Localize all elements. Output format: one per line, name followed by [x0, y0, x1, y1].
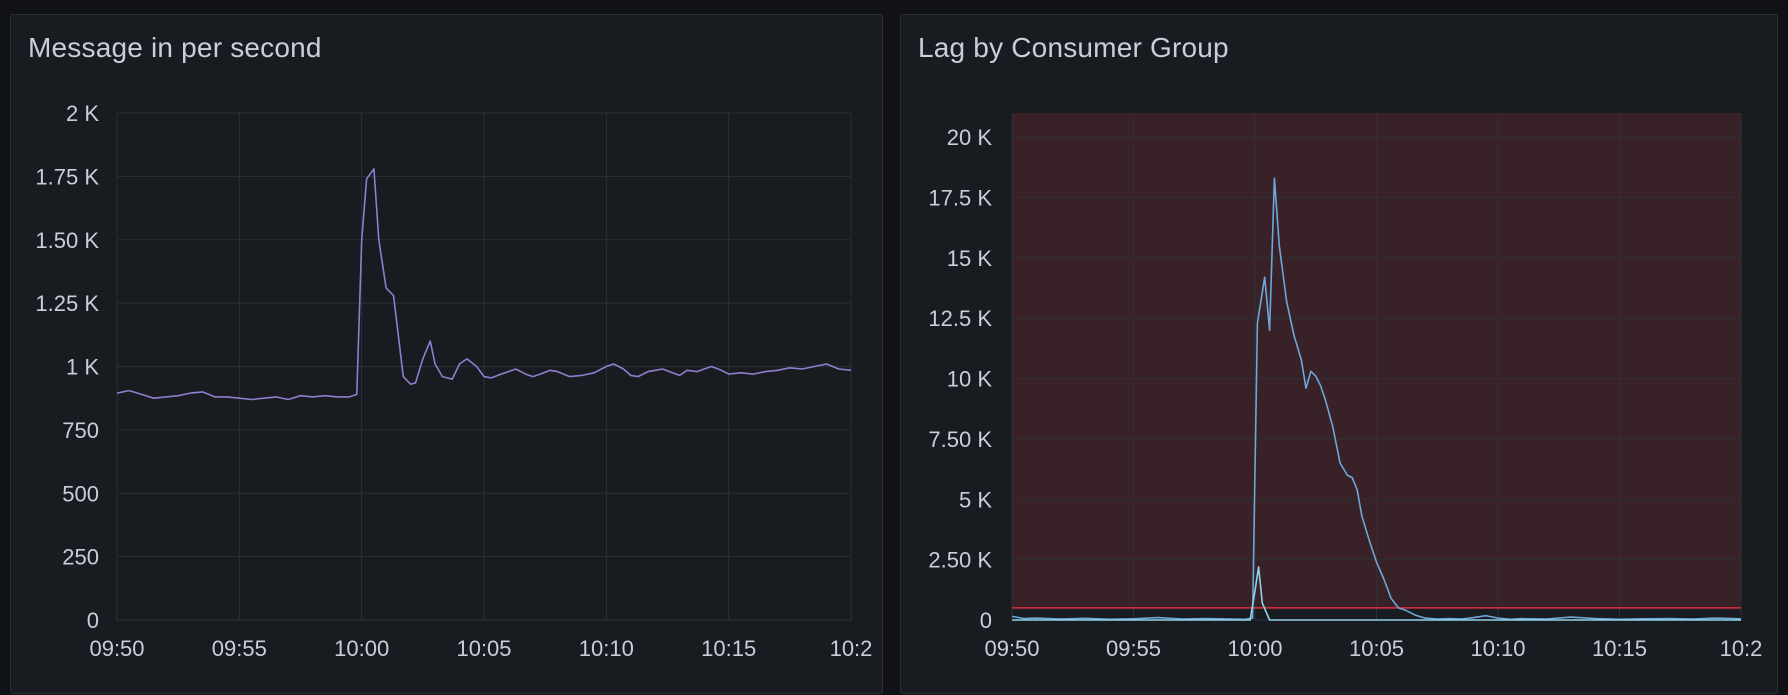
y-tick-label: 15 K	[947, 246, 993, 271]
y-tick-label: 1 K	[66, 355, 99, 380]
y-tick-label: 1.50 K	[35, 228, 99, 253]
x-tick-label: 10:00	[1227, 636, 1282, 661]
y-tick-label: 2 K	[66, 101, 99, 126]
x-tick-label: 09:50	[89, 636, 144, 661]
x-tick-label: 10:10	[1470, 636, 1525, 661]
consumer-lag-panel: Lag by Consumer Group 0 2.50 K 5 K 7.50 K 10…	[900, 14, 1778, 694]
x-tick-label: 09:50	[984, 636, 1039, 661]
y-tick-label: 250	[62, 545, 99, 570]
consumer-lag-chart: 0 2.50 K 5 K 7.50 K 10 K 12.5 K 15 K 17.5 K 20 K…	[928, 113, 1763, 661]
y-tick-label: 17.5 K	[928, 186, 992, 211]
x-tick-label: 10:2	[830, 636, 873, 661]
series-line	[116, 168, 852, 401]
x-tick-label: 10:05	[1349, 636, 1404, 661]
y-tick-label: 5 K	[959, 487, 992, 512]
x-tick-label: 10:2	[1720, 636, 1763, 661]
x-tick-label: 10:10	[579, 636, 634, 661]
x-tick-label: 09:55	[212, 636, 267, 661]
y-tick-label: 7.50 K	[928, 427, 992, 452]
message-rate-chart: 0 250 500 750 1 K 1.25 K 1.50 K 1.75 K 2 K 09:50 0…	[35, 101, 873, 661]
y-tick-label: 500	[62, 481, 99, 506]
y-tick-label: 2.50 K	[928, 548, 992, 573]
panel-title: Lag by Consumer Group	[918, 32, 1229, 63]
series-line	[1012, 566, 1741, 621]
x-tick-label: 10:15	[1592, 636, 1647, 661]
y-tick-label: 0	[980, 608, 992, 633]
panel-title: Message in per second	[28, 32, 322, 63]
x-tick-label: 10:00	[334, 636, 389, 661]
y-tick-label: 20 K	[947, 125, 993, 150]
series-line	[1011, 177, 1742, 621]
message-rate-panel: Message in per second 0 250 500 750 1 K 1.25 …	[10, 14, 883, 694]
y-tick-label: 1.25 K	[35, 291, 99, 316]
x-tick-label: 09:55	[1106, 636, 1161, 661]
y-tick-label: 12.5 K	[928, 306, 992, 331]
x-tick-label: 10:15	[701, 636, 756, 661]
y-tick-label: 750	[62, 418, 99, 443]
y-tick-label: 1.75 K	[35, 164, 99, 189]
y-tick-label: 0	[87, 608, 99, 633]
x-tick-label: 10:05	[456, 636, 511, 661]
y-tick-label: 10 K	[947, 367, 993, 392]
